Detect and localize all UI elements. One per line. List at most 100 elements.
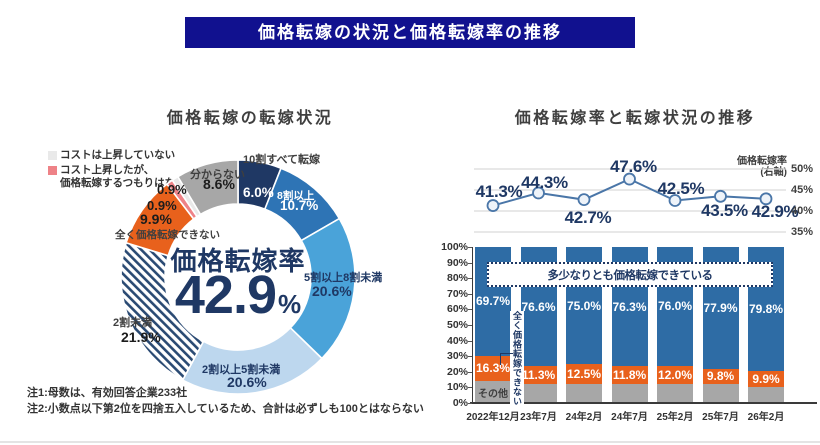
donut-center-value: 42.9 % bbox=[140, 264, 336, 326]
bar-y-tick-mark bbox=[468, 293, 472, 295]
footnote-1: 注1:母数は、有効回答企業233社 bbox=[27, 387, 188, 399]
bar-segment-gray bbox=[566, 383, 602, 403]
data-point-marker bbox=[759, 192, 773, 206]
bar-x-tick-label: 25年7月 bbox=[702, 412, 739, 423]
bar-segment-gray bbox=[611, 384, 648, 403]
data-point-marker bbox=[577, 193, 591, 207]
bar-value-label: 75.0% bbox=[566, 298, 602, 313]
bar-segment-orange: 12.5% bbox=[566, 364, 602, 384]
right-axis-title: 価格転嫁率 (右軸) bbox=[737, 156, 787, 178]
donut-label-80plus: 8割以上 bbox=[277, 190, 315, 202]
slide-bottom-edge bbox=[0, 441, 820, 443]
donut-label-20to50: 2割以上5割未満 bbox=[202, 364, 281, 376]
bar-segment-orange: 16.3% bbox=[475, 355, 511, 382]
legend-label: コスト上昇したが、 価格転嫁するつもりはない bbox=[60, 164, 186, 189]
bar-segment-gray bbox=[657, 384, 693, 403]
bar-segment-orange: 9.9% bbox=[748, 371, 784, 387]
bar-x-tick-label: 26年2月 bbox=[747, 412, 785, 423]
bar-value-label: 76.0% bbox=[657, 299, 693, 314]
bar-value-label: 69.7% bbox=[475, 294, 511, 309]
legend-swatch-pink bbox=[48, 166, 57, 175]
bar-segment-gray bbox=[748, 386, 784, 403]
bar-y-tick-label: 100% bbox=[441, 241, 468, 253]
bar-x-tick-label: 2022年12月 bbox=[466, 412, 520, 423]
bar-y-tick-mark bbox=[468, 403, 472, 404]
bar-x-tick-label: 24年7月 bbox=[611, 412, 648, 423]
trend-line-value-label: 42.7% bbox=[564, 207, 612, 227]
bar-segment-orange: 11.3% bbox=[520, 366, 557, 385]
bar-y-tick-label: 0% bbox=[452, 397, 468, 409]
footnote-2: 注2:小数点以下第2位を四捨五入しているため、合計は必ずしも100とはならない bbox=[27, 403, 424, 415]
donut-label-unknown: 分からない bbox=[190, 169, 245, 181]
donut-legend: コストは上昇していない コスト上昇したが、 価格転嫁するつもりはない bbox=[48, 149, 186, 192]
data-point-marker bbox=[714, 189, 727, 203]
trend-line-value-label: 41.3% bbox=[475, 181, 523, 201]
bar-y-tick-label: 90% bbox=[446, 256, 468, 269]
bar-y-tick-label: 50% bbox=[446, 319, 468, 331]
bar-segment-gray: その他 bbox=[475, 381, 511, 403]
bar-x-tick-label: 23年7月 bbox=[520, 412, 557, 423]
data-point-marker bbox=[668, 194, 682, 207]
right-axis-tick: 50% bbox=[791, 163, 814, 175]
right-axis-tick: 45% bbox=[791, 184, 814, 196]
trend-line-value-label: 42.5% bbox=[657, 178, 705, 198]
donut-chart-title: 価格転嫁の転嫁状況 bbox=[166, 110, 334, 127]
bar-series-overlay-label: 多少なりとも価格転嫁できている bbox=[487, 262, 773, 287]
legend-item-cost-not-risen: コストは上昇していない bbox=[48, 149, 186, 162]
donut-center-title: 価格転嫁率 bbox=[170, 246, 306, 276]
donut-label-full: 10割すべて転嫁 bbox=[243, 154, 321, 166]
donut-segment bbox=[176, 159, 239, 216]
donut-label-under20: 2割未満 bbox=[113, 317, 153, 329]
trend-chart-title: 価格転嫁率と転嫁状況の推移 bbox=[514, 110, 756, 127]
bar-y-tick-mark bbox=[468, 387, 472, 389]
donut-center-unit: % bbox=[277, 289, 302, 319]
bar-y-axis bbox=[472, 247, 473, 403]
data-point-marker bbox=[532, 186, 545, 200]
donut-value-cost-not-risen: 0.9% bbox=[157, 182, 187, 197]
bar-value-label: 79.8% bbox=[748, 302, 784, 317]
bar-segment-orange: 12.0% bbox=[657, 365, 693, 385]
bar-value-label: 76.3% bbox=[612, 299, 647, 314]
bar-y-tick-label: 40% bbox=[446, 334, 468, 347]
trend-line-value-label: 44.3% bbox=[521, 172, 568, 192]
right-axis-tick: 40% bbox=[791, 205, 814, 217]
bar-value-label: 16.3% bbox=[475, 361, 511, 376]
bar-y-tick-label: 80% bbox=[446, 272, 468, 285]
bar-segment-gray bbox=[702, 383, 739, 403]
bar-x-axis bbox=[470, 402, 817, 404]
donut-label-none: 全く価格転嫁できない bbox=[115, 229, 220, 241]
bar-y-tick-label: 30% bbox=[446, 350, 468, 363]
bar-value-label: 11.3% bbox=[521, 368, 556, 383]
donut-label-50to80: 5割以上8割未満 bbox=[304, 272, 383, 284]
donut-value-unknown: 8.6% bbox=[203, 176, 235, 192]
trend-line-value-label: 42.9% bbox=[751, 201, 799, 221]
bar-segment-orange: 9.8% bbox=[702, 368, 739, 384]
bar-value-label: 12.5% bbox=[566, 366, 602, 381]
donut-value-20to50: 20.6% bbox=[227, 374, 267, 390]
bar-column: 69.7% 16.3% その他 bbox=[475, 247, 511, 403]
bar-y-tick-mark bbox=[468, 340, 472, 342]
right-axis-tick: 35% bbox=[791, 226, 814, 238]
legend-label: コストは上昇していない bbox=[60, 149, 176, 161]
legend-swatch-lightgray bbox=[48, 151, 57, 160]
bar-y-tick-mark bbox=[468, 247, 472, 248]
data-point-marker bbox=[623, 172, 636, 186]
trend-line-value-label: 47.6% bbox=[610, 157, 657, 177]
donut-value-none: 9.9% bbox=[140, 211, 172, 227]
data-point-marker bbox=[486, 199, 500, 212]
donut-value-full: 6.0% bbox=[243, 185, 274, 200]
bar-value-label: 9.9% bbox=[752, 372, 780, 387]
bar-value-label: 77.9% bbox=[703, 300, 738, 315]
donut-value-80plus: 10.7% bbox=[280, 198, 319, 213]
trend-line-value-label: 43.5% bbox=[701, 201, 748, 221]
bar-y-tick-label: 10% bbox=[446, 381, 468, 394]
donut-center-number: 42.9 bbox=[174, 265, 277, 325]
bar-y-tick-mark bbox=[468, 356, 472, 358]
bar-segment-orange: 11.8% bbox=[611, 366, 648, 385]
trend-line-chart bbox=[474, 168, 786, 233]
legend-item-no-intent: コスト上昇したが、 価格転嫁するつもりはない bbox=[48, 164, 186, 190]
donut-value-under20: 21.9% bbox=[121, 329, 161, 345]
bar-series-side-label: 全く価格転嫁できない bbox=[510, 311, 524, 406]
bar-value-label: 11.8% bbox=[612, 368, 647, 383]
bar-segment-gray bbox=[520, 384, 557, 403]
